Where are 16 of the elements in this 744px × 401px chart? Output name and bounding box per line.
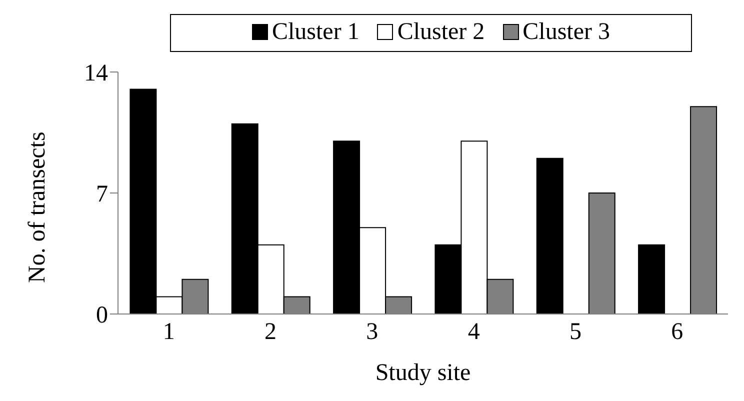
- y-tick-label: 7: [96, 182, 108, 208]
- x-tick-label: 2: [264, 319, 276, 346]
- x-axis-title: Study site: [375, 360, 471, 386]
- legend-label: Cluster 2: [396, 18, 485, 47]
- bar: [638, 244, 666, 314]
- y-tick-label: 0: [96, 302, 108, 329]
- x-tick-label: 6: [671, 319, 684, 346]
- legend-label: Cluster 3: [522, 18, 610, 47]
- x-tick-label: 5: [570, 319, 582, 346]
- x-tick-label: 3: [366, 319, 378, 346]
- y-axis-title: No. of transects: [24, 132, 51, 283]
- legend-label: Cluster 1: [271, 18, 360, 47]
- x-tick-label: 1: [162, 319, 175, 346]
- bar: [536, 158, 564, 314]
- x-tick-label: 4: [468, 319, 480, 346]
- y-tick-label: 14: [84, 60, 108, 87]
